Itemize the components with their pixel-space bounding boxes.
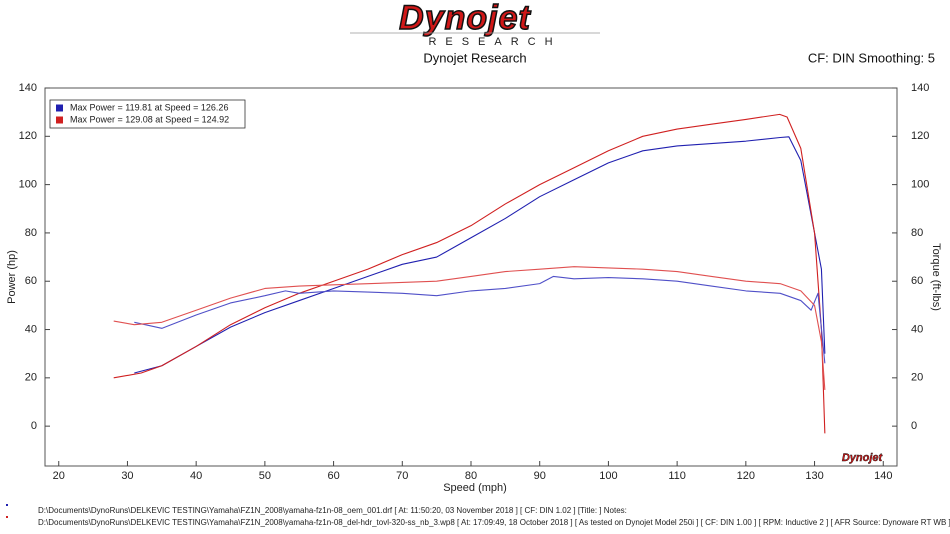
chart-title: Dynojet Research xyxy=(423,50,526,65)
x-tick-label: 100 xyxy=(599,470,617,482)
legend-swatch xyxy=(56,104,63,112)
y2-tick-label: 80 xyxy=(911,227,923,239)
logo: Dynojet xyxy=(399,0,531,37)
x-tick-label: 120 xyxy=(737,470,755,482)
y-tick-label: 40 xyxy=(25,323,37,335)
footnote: D:\Documents\DynoRuns\DELKEVIC TESTING\Y… xyxy=(38,518,950,527)
footnote: D:\Documents\DynoRuns\DELKEVIC TESTING\Y… xyxy=(38,506,627,515)
x-tick-label: 50 xyxy=(259,470,271,482)
x-tick-label: 110 xyxy=(668,470,686,482)
legend-box xyxy=(49,99,246,129)
y-tick-label: 60 xyxy=(25,275,37,287)
y2-axis-label: Torque (ft-lbs) xyxy=(930,243,942,311)
series-line xyxy=(134,275,826,364)
y2-tick-label: 140 xyxy=(911,82,929,94)
legend-label: Max Power = 129.08 at Speed = 124.92 xyxy=(70,114,229,124)
x-tick-label: 60 xyxy=(327,470,339,482)
y-tick-label: 20 xyxy=(25,372,37,384)
y2-tick-label: 40 xyxy=(911,323,923,335)
x-tick-label: 30 xyxy=(121,470,133,482)
plot-logo: Dynojet xyxy=(842,452,884,464)
y2-tick-label: 100 xyxy=(911,179,929,191)
y-axis-label: Power (hp) xyxy=(6,250,18,304)
y2-tick-label: 20 xyxy=(911,372,923,384)
x-tick-label: 20 xyxy=(53,470,65,482)
y2-tick-label: 120 xyxy=(911,130,929,142)
y-tick-label: 0 xyxy=(31,420,37,432)
series-line xyxy=(113,113,826,434)
y-tick-label: 100 xyxy=(19,179,37,191)
footnote-marker xyxy=(6,504,8,506)
x-tick-label: 130 xyxy=(805,470,823,482)
x-tick-label: 80 xyxy=(465,470,477,482)
series-line xyxy=(113,266,826,390)
x-tick-label: 40 xyxy=(190,470,202,482)
x-tick-label: 70 xyxy=(396,470,408,482)
y-tick-label: 140 xyxy=(19,82,37,94)
x-axis-label: Speed (mph) xyxy=(443,482,507,494)
y2-tick-label: 0 xyxy=(911,420,917,432)
y2-tick-label: 60 xyxy=(911,275,923,287)
series-line xyxy=(134,136,826,374)
legend-label: Max Power = 119.81 at Speed = 126.26 xyxy=(70,102,228,112)
plot-area xyxy=(44,87,898,467)
x-tick-label: 90 xyxy=(534,470,546,482)
x-tick-label: 140 xyxy=(874,470,892,482)
footnote-marker xyxy=(6,516,8,518)
y-tick-label: 120 xyxy=(19,130,37,142)
chart-subtitle: CF: DIN Smoothing: 5 xyxy=(808,50,935,65)
y-tick-label: 80 xyxy=(25,227,37,239)
legend-swatch xyxy=(56,116,63,124)
logo-subtitle: RESEARCH xyxy=(428,36,561,48)
